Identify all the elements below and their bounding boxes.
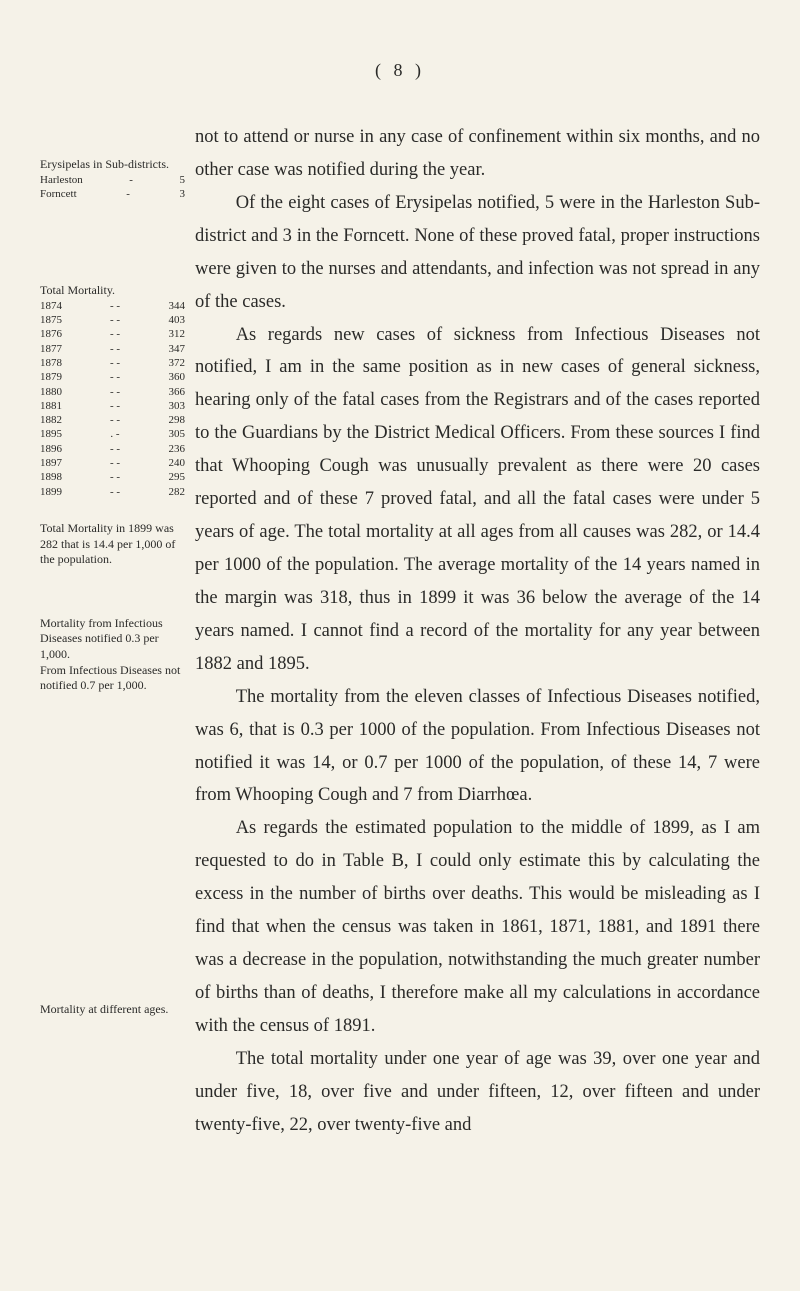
margin-block-mortality-table: Total Mortality. 1874- -3441875- -403187… — [40, 283, 185, 499]
paragraph: The total mortality under one year of ag… — [195, 1043, 760, 1142]
margin-row: 1874- -344 — [40, 299, 185, 313]
paragraph: As regards the estimated population to t… — [195, 812, 760, 1042]
margin-row: 1878- -372 — [40, 356, 185, 370]
margin-title: Erysipelas in Sub-districts. — [40, 157, 185, 173]
margin-row: 1876- -312 — [40, 327, 185, 341]
label: Harleston — [40, 173, 83, 187]
margin-block-ages: Mortality at different ages. — [40, 1002, 185, 1018]
value: 295 — [155, 470, 185, 484]
year: 1896 — [40, 442, 75, 456]
margin-row: 1895. -305 — [40, 427, 185, 441]
value: 312 — [155, 327, 185, 341]
margin-row: 1899- -282 — [40, 485, 185, 499]
dash: - — [125, 173, 137, 187]
paragraph: Of the eight cases of Erysipelas notifie… — [195, 187, 760, 319]
value: 303 — [155, 399, 185, 413]
year: 1877 — [40, 342, 75, 356]
margin-row: Harleston - 5 — [40, 173, 185, 187]
paragraph: As regards new cases of sickness from In… — [195, 319, 760, 681]
dash: - - — [75, 385, 155, 399]
dash: . - — [75, 427, 155, 441]
margin-row: 1879- -360 — [40, 370, 185, 384]
margin-row: 1882- -298 — [40, 413, 185, 427]
dash: - - — [75, 470, 155, 484]
paragraph: not to attend or nurse in any case of co… — [195, 121, 760, 187]
margin-row: 1875- -403 — [40, 313, 185, 327]
value: 236 — [155, 442, 185, 456]
year: 1878 — [40, 356, 75, 370]
margin-row: 1877- -347 — [40, 342, 185, 356]
body-text: not to attend or nurse in any case of co… — [195, 121, 760, 1142]
margin-row: 1881- -303 — [40, 399, 185, 413]
dash: - - — [75, 485, 155, 499]
margin-row: Forncett - 3 — [40, 187, 185, 201]
dash: - - — [75, 342, 155, 356]
year: 1875 — [40, 313, 75, 327]
value: 344 — [155, 299, 185, 313]
label: Forncett — [40, 187, 77, 201]
margin-block-total-mortality: Total Mortality in 1899 was 282 that is … — [40, 521, 185, 568]
dash: - - — [75, 356, 155, 370]
value: 360 — [155, 370, 185, 384]
dash: - - — [75, 327, 155, 341]
value: 240 — [155, 456, 185, 470]
year: 1895 — [40, 427, 75, 441]
year: 1882 — [40, 413, 75, 427]
dash: - - — [75, 413, 155, 427]
value: 298 — [155, 413, 185, 427]
paragraph: The mortality from the eleven classes of… — [195, 681, 760, 813]
year: 1874 — [40, 299, 75, 313]
margin-notes: Erysipelas in Sub-districts. Harleston -… — [40, 121, 185, 1142]
year: 1899 — [40, 485, 75, 499]
year: 1880 — [40, 385, 75, 399]
margin-block-infectious: Mortality from Infectious Diseases notif… — [40, 616, 185, 694]
year: 1881 — [40, 399, 75, 413]
dash: - — [122, 187, 134, 201]
dash: - - — [75, 370, 155, 384]
margin-text: Mortality from Infectious Diseases notif… — [40, 616, 185, 663]
value: 366 — [155, 385, 185, 399]
content-area: Erysipelas in Sub-districts. Harleston -… — [40, 121, 760, 1142]
year: 1898 — [40, 470, 75, 484]
page-number: ( 8 ) — [40, 60, 760, 81]
margin-row: 1896- -236 — [40, 442, 185, 456]
dash: - - — [75, 442, 155, 456]
value: 372 — [155, 356, 185, 370]
value: 5 — [180, 173, 186, 187]
margin-row: 1898- -295 — [40, 470, 185, 484]
value: 282 — [155, 485, 185, 499]
value: 347 — [155, 342, 185, 356]
dash: - - — [75, 313, 155, 327]
year: 1897 — [40, 456, 75, 470]
dash: - - — [75, 399, 155, 413]
margin-text: From Infectious Diseases not notified 0.… — [40, 663, 185, 694]
margin-row: 1880- -366 — [40, 385, 185, 399]
year: 1876 — [40, 327, 75, 341]
year: 1879 — [40, 370, 75, 384]
value: 305 — [155, 427, 185, 441]
value: 3 — [180, 187, 186, 201]
dash: - - — [75, 456, 155, 470]
margin-block-erysipelas: Erysipelas in Sub-districts. Harleston -… — [40, 157, 185, 201]
margin-row: 1897- -240 — [40, 456, 185, 470]
margin-title: Total Mortality. — [40, 283, 185, 299]
value: 403 — [155, 313, 185, 327]
dash: - - — [75, 299, 155, 313]
